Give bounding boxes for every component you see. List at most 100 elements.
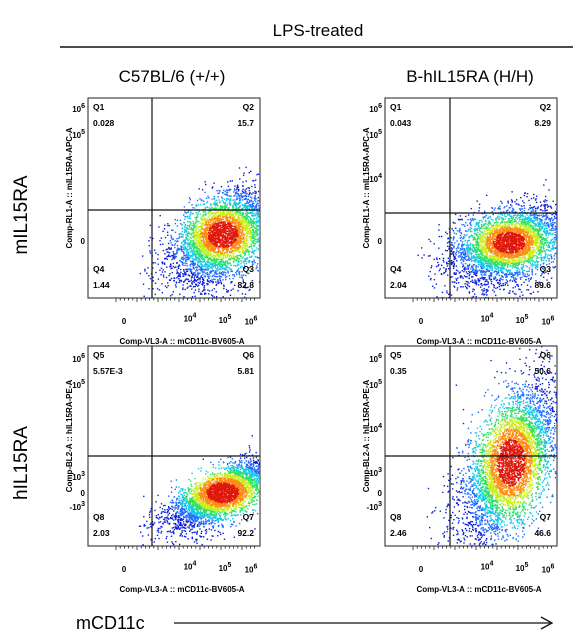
event-dot: [190, 212, 192, 214]
event-dot: [559, 217, 560, 218]
event-dot: [453, 232, 456, 234]
event-dot: [267, 243, 268, 244]
event-dot: [217, 217, 220, 220]
event-dot: [250, 239, 252, 241]
event-dot: [146, 272, 148, 274]
event-dot: [453, 236, 455, 238]
event-dot: [215, 232, 218, 235]
event-dot: [211, 187, 213, 189]
event-dot: [220, 218, 222, 221]
event-dot: [247, 216, 249, 218]
event-dot: [259, 212, 260, 214]
event-dot: [230, 210, 233, 212]
event-dot: [459, 271, 461, 273]
event-dot: [196, 228, 198, 230]
event-dot: [278, 198, 279, 199]
event-dot: [282, 177, 283, 178]
event-dot: [542, 210, 544, 212]
event-dot: [187, 268, 190, 270]
event-dot: [227, 248, 229, 250]
event-dot: [203, 233, 205, 235]
event-dot: [183, 214, 185, 216]
event-dot: [527, 278, 530, 280]
event-dot: [176, 240, 178, 242]
event-dot: [215, 264, 218, 266]
event-dot: [224, 252, 226, 254]
event-dot: [256, 225, 258, 227]
event-dot: [203, 244, 206, 247]
event-dot: [560, 229, 561, 230]
event-dot: [563, 228, 564, 229]
event-dot: [488, 278, 491, 280]
event-dot: [451, 260, 453, 262]
event-dot: [223, 284, 225, 286]
event-dot: [459, 276, 462, 279]
event-dot: [466, 283, 468, 285]
event-dot: [452, 230, 455, 232]
event-dot: [215, 246, 218, 249]
event-dot: [206, 228, 209, 230]
event-dot: [552, 200, 554, 202]
event-dot: [189, 251, 192, 253]
event-dot: [200, 246, 202, 248]
event-dot: [220, 283, 223, 285]
event-dot: [184, 271, 186, 274]
event-dot: [192, 244, 194, 247]
event-dot: [204, 275, 206, 277]
event-dot: [229, 203, 231, 205]
event-dot: [270, 236, 271, 237]
event-dot: [447, 257, 449, 259]
event-dot: [500, 278, 502, 280]
event-dot: [196, 248, 198, 250]
event-dot: [216, 267, 218, 270]
event-dot: [258, 200, 260, 202]
event-dot: [529, 292, 531, 295]
event-dot: [199, 213, 201, 215]
event-dot: [201, 215, 203, 217]
event-dot: [562, 232, 563, 233]
event-dot: [226, 191, 229, 193]
event-dot: [256, 203, 259, 205]
event-dot: [188, 217, 191, 220]
event-dot: [244, 254, 246, 256]
event-dot: [484, 293, 486, 295]
event-dot: [152, 288, 154, 290]
event-dot: [208, 293, 210, 295]
event-dot: [155, 252, 157, 254]
event-dot: [224, 221, 226, 223]
event-dot: [239, 276, 241, 279]
event-dot: [200, 217, 202, 219]
event-dot: [560, 219, 561, 220]
event-dot: [269, 192, 270, 193]
event-dot: [246, 207, 249, 209]
event-dot: [225, 251, 227, 254]
event-dot: [197, 216, 199, 218]
event-dot: [211, 246, 214, 248]
event-dot: [206, 255, 208, 257]
event-dot: [246, 206, 248, 208]
event-dot: [189, 246, 191, 248]
y-tick-label: 0: [81, 237, 86, 246]
event-dot: [207, 220, 210, 223]
event-dot: [431, 265, 433, 267]
event-dot: [166, 266, 168, 268]
event-dot: [193, 245, 196, 247]
event-dot: [246, 199, 248, 201]
event-dot: [238, 254, 240, 257]
event-dot: [221, 229, 223, 231]
event-dot: [239, 251, 241, 253]
event-dot: [269, 214, 270, 215]
event-dot: [227, 269, 229, 271]
event-dot: [233, 264, 235, 267]
event-dot: [196, 226, 199, 229]
event-dot: [194, 252, 196, 254]
event-dot: [214, 267, 217, 269]
event-dot: [228, 236, 230, 238]
event-dot: [246, 231, 248, 233]
event-dot: [182, 288, 184, 291]
event-dot: [149, 236, 151, 239]
event-dot: [244, 293, 247, 295]
event-dot: [555, 213, 557, 216]
event-dot: [267, 241, 268, 242]
event-dot: [261, 252, 262, 253]
